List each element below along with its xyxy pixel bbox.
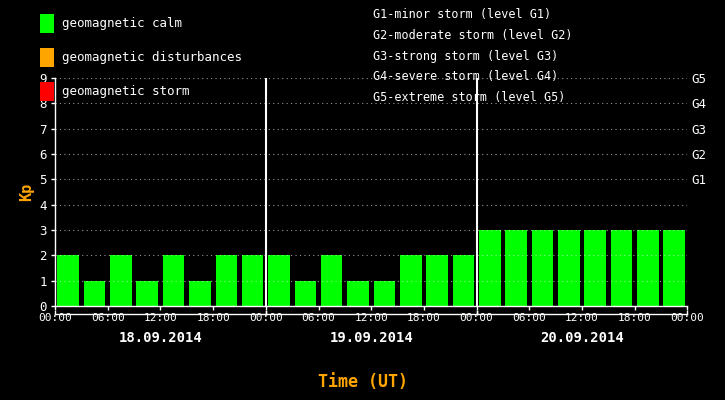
Bar [268, 255, 290, 306]
Bar [84, 281, 105, 306]
Text: G5-extreme storm (level G5): G5-extreme storm (level G5) [373, 91, 566, 104]
Bar [452, 255, 474, 306]
Bar [215, 255, 237, 306]
Bar [347, 281, 369, 306]
Bar [531, 230, 553, 306]
Text: Time (UT): Time (UT) [318, 373, 407, 391]
Y-axis label: Kp: Kp [19, 183, 33, 201]
Bar [505, 230, 527, 306]
Bar [426, 255, 448, 306]
Bar [479, 230, 500, 306]
Bar [663, 230, 685, 306]
Text: geomagnetic disturbances: geomagnetic disturbances [62, 51, 241, 64]
Bar [558, 230, 579, 306]
Bar [637, 230, 658, 306]
Bar [110, 255, 132, 306]
Text: G4-severe storm (level G4): G4-severe storm (level G4) [373, 70, 559, 84]
Text: G1-minor storm (level G1): G1-minor storm (level G1) [373, 8, 552, 21]
Text: 18.09.2014: 18.09.2014 [119, 331, 202, 345]
Bar [242, 255, 263, 306]
Text: G2-moderate storm (level G2): G2-moderate storm (level G2) [373, 29, 573, 42]
Bar [584, 230, 606, 306]
Text: G3-strong storm (level G3): G3-strong storm (level G3) [373, 50, 559, 63]
Bar [400, 255, 421, 306]
Text: 20.09.2014: 20.09.2014 [540, 331, 624, 345]
Bar [321, 255, 342, 306]
Bar [136, 281, 158, 306]
Text: geomagnetic calm: geomagnetic calm [62, 17, 182, 30]
Bar [57, 255, 79, 306]
Bar [163, 255, 184, 306]
Bar [189, 281, 211, 306]
Bar [373, 281, 395, 306]
Bar [294, 281, 316, 306]
Text: geomagnetic storm: geomagnetic storm [62, 85, 189, 98]
Text: 19.09.2014: 19.09.2014 [329, 331, 413, 345]
Bar [610, 230, 632, 306]
